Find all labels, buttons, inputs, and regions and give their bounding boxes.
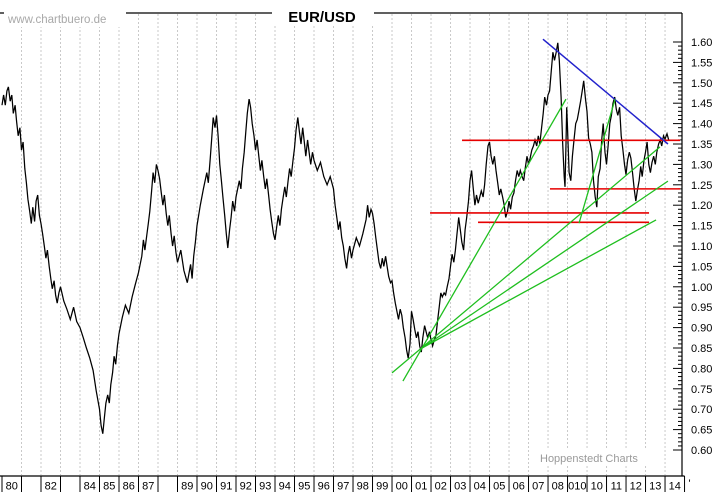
year-label: 08	[552, 481, 564, 492]
y-tick-label: 1.40	[691, 119, 712, 131]
credit-text: Hoppenstedt Charts	[540, 453, 638, 465]
y-tick-label: 1.25	[691, 180, 712, 192]
year-label: 91	[220, 481, 232, 492]
year-label: 86	[123, 481, 135, 492]
page-title: EUR/USD	[288, 9, 356, 26]
y-tick-label: 1.55	[691, 57, 712, 69]
y-tick-label: 1.20	[691, 200, 712, 212]
fan-line-3	[421, 180, 669, 349]
y-tick-label: 1.15	[691, 221, 712, 233]
year-label: 02	[435, 481, 447, 492]
year-label: 03	[454, 481, 466, 492]
price-axis-right: 0.60 0.65 0.70 0.75 0.80 0.85 0.90 0.95 1.00 1.05…	[673, 37, 712, 457]
y-tick-label: 1.60	[691, 37, 712, 49]
trendline-overlays	[391, 38, 681, 382]
year-label: 97	[337, 481, 349, 492]
year-label: 12	[630, 481, 642, 492]
fan-line-2	[391, 146, 661, 374]
year-label: 010	[568, 481, 586, 492]
price-series	[1, 42, 670, 434]
year-axis-bottom: 80 82 84 85 86 87 89 90 91 92 93 94 95 96 97 98 99 00 01 02…	[1, 476, 691, 492]
y-tick-label: 1.05	[691, 261, 712, 273]
y-tick-label: 0.70	[691, 404, 712, 416]
y-tick-label: 1.35	[691, 139, 712, 151]
y-tick-label: 1.50	[691, 78, 712, 90]
y-tick-label: 0.85	[691, 343, 712, 355]
year-label: 82	[45, 481, 57, 492]
y-tick-label: 1.10	[691, 241, 712, 253]
year-label: 85	[103, 481, 115, 492]
y-tick-label: 0.75	[691, 384, 712, 396]
year-label: 93	[259, 481, 271, 492]
year-label: 80	[6, 481, 18, 492]
year-label: 96	[318, 481, 330, 492]
price-line	[1, 42, 670, 434]
year-suffix-tick: '	[689, 478, 691, 490]
y-tick-label: 0.80	[691, 363, 712, 375]
year-label: 95	[298, 481, 310, 492]
year-label: 84	[84, 481, 96, 492]
year-label: 94	[279, 481, 291, 492]
watermark-text: www.chartbuero.de	[7, 14, 106, 26]
year-label: 98	[357, 481, 369, 492]
year-label: 07	[532, 481, 544, 492]
year-label: 13	[649, 481, 661, 492]
y-tick-label: 1.00	[691, 282, 712, 294]
year-label: 87	[142, 481, 154, 492]
y-tick-label: 0.95	[691, 302, 712, 314]
credit-backing	[536, 450, 662, 465]
watermark-backing	[4, 7, 126, 27]
year-gridlines	[21, 14, 666, 475]
year-label: 06	[513, 481, 525, 492]
steep-line-2010-low	[578, 98, 616, 224]
year-label: 05	[493, 481, 505, 492]
year-label: 01	[415, 481, 427, 492]
fan-line-1-steep	[402, 98, 567, 382]
title-backing	[272, 3, 374, 26]
y-tick-label: 0.65	[691, 425, 712, 437]
y-tick-label: 0.60	[691, 445, 712, 457]
year-label: 14	[669, 481, 681, 492]
year-label: 90	[201, 481, 213, 492]
plot-frame	[0, 12, 685, 477]
y-tick-label: 1.30	[691, 159, 712, 171]
year-label: 11	[611, 481, 622, 492]
year-label: 99	[376, 481, 388, 492]
fan-line-4-shallow	[421, 219, 657, 349]
y-tick-label: 1.45	[691, 98, 712, 110]
year-label: 04	[474, 481, 486, 492]
year-label: 10	[591, 481, 603, 492]
year-label: 92	[240, 481, 252, 492]
downtrend-from-2008-high	[542, 38, 669, 145]
year-label: 89	[181, 481, 193, 492]
year-label: 00	[396, 481, 408, 492]
y-tick-label: 0.90	[691, 323, 712, 335]
